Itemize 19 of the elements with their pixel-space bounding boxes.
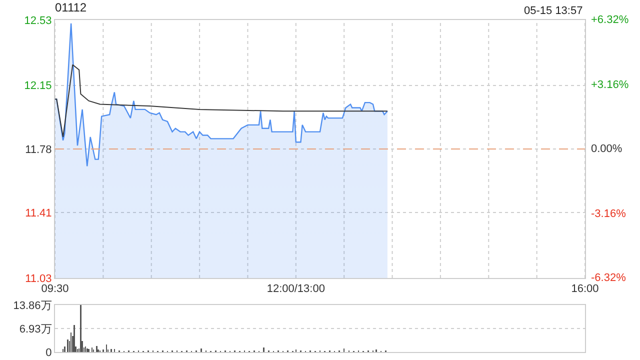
x-tick-label: 12:00/13:00 [266,283,325,296]
x-tick-label: 09:30 [41,283,69,296]
y-tick-label: 13.86万 [13,300,52,312]
y-tick-label: 6.93万 [19,323,52,336]
y2-tick-label: +6.32% [591,14,629,26]
chart-title: 01112 [55,0,87,14]
y2-tick-label: 0.00% [591,143,622,155]
y-tick-label: 11.03 [25,272,52,285]
x-tick-label: 16:00 [571,283,599,296]
y2-tick-label: +3.16% [591,79,629,91]
y2-tick-label: -3.16% [591,208,626,220]
y2-tick-label: -6.32% [591,272,626,284]
y-tick-label: 11.78 [25,144,52,156]
y-tick-label: 0 [46,346,52,359]
line-series [55,64,388,138]
y-tick-label: 12.15 [24,80,52,92]
y-tick-label: 12.53 [24,14,52,27]
y-tick-label: 11.41 [25,207,52,220]
text: 05-15 13:57 [524,5,583,17]
